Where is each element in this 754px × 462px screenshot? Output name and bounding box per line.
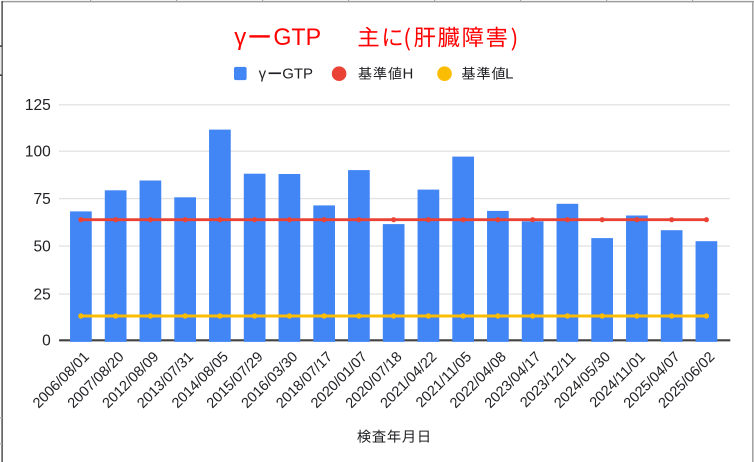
svg-text:125: 125 [25, 97, 51, 114]
svg-text:γ: γ [259, 66, 267, 83]
svg-text:GTP: GTP [282, 66, 313, 83]
svg-text:0: 0 [42, 333, 51, 350]
svg-text:H: H [403, 66, 414, 83]
svg-text:γ: γ [234, 24, 246, 51]
svg-text:L: L [505, 66, 513, 83]
svg-text:GTP: GTP [273, 24, 321, 51]
svg-text:100: 100 [25, 144, 51, 161]
svg-text:75: 75 [34, 191, 51, 208]
svg-text:25: 25 [34, 286, 51, 303]
svg-text:50: 50 [34, 238, 52, 255]
